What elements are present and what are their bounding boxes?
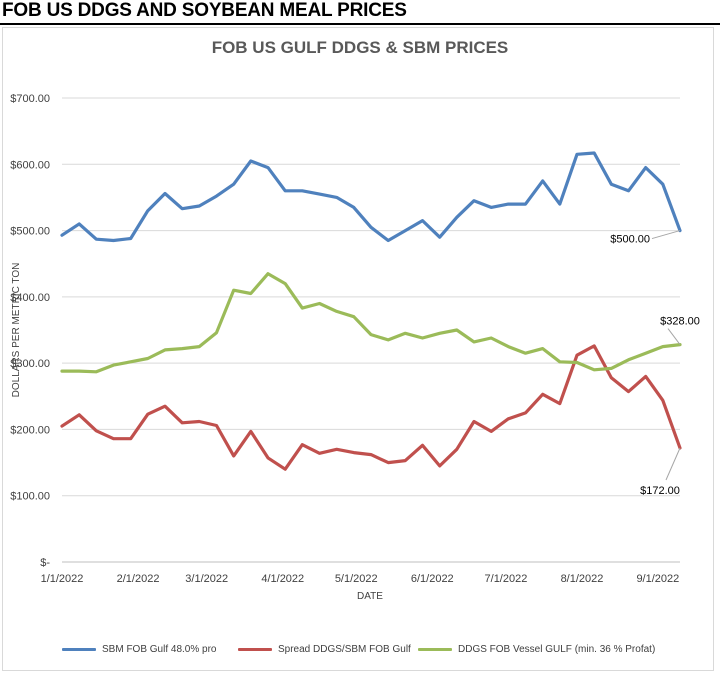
heading-rule bbox=[0, 23, 720, 25]
x-tick-label: 5/1/2022 bbox=[335, 573, 378, 585]
legend-label: Spread DDGS/SBM FOB Gulf bbox=[278, 644, 411, 655]
x-tick-label: 8/1/2022 bbox=[561, 573, 604, 585]
x-tick-label: 9/1/2022 bbox=[636, 573, 679, 585]
y-tick-label: $600.00 bbox=[10, 159, 50, 171]
legend-label: SBM FOB Gulf 48.0% pro bbox=[102, 644, 217, 655]
chart-title: FOB US GULF DDGS & SBM PRICES bbox=[212, 38, 509, 57]
y-tick-label: $300.00 bbox=[10, 358, 50, 370]
y-tick-label: $400.00 bbox=[10, 292, 50, 304]
legend-swatch bbox=[238, 648, 272, 651]
x-tick-label: 1/1/2022 bbox=[41, 573, 84, 585]
x-tick-label: 6/1/2022 bbox=[411, 573, 454, 585]
x-tick-label: 4/1/2022 bbox=[261, 573, 304, 585]
grid-lines bbox=[62, 97, 680, 563]
annotation-leader bbox=[667, 328, 681, 345]
x-axis-title: DATE bbox=[357, 591, 383, 602]
y-tick-label: $700.00 bbox=[10, 93, 50, 105]
y-tick-label: $500.00 bbox=[10, 226, 50, 238]
annotations: $500.00 $328.00 $172.00 bbox=[610, 230, 700, 497]
annotation-label: $328.00 bbox=[660, 316, 700, 328]
legend-item: DDGS FOB Vessel GULF (min. 36 % Profat) bbox=[418, 644, 655, 655]
legend-item: SBM FOB Gulf 48.0% pro bbox=[62, 644, 217, 655]
legend-swatch bbox=[418, 648, 452, 651]
annotation-leader bbox=[665, 447, 681, 481]
legend-label: DDGS FOB Vessel GULF (min. 36 % Profat) bbox=[458, 644, 656, 655]
series-line-1 bbox=[60, 344, 682, 471]
y-tick-label: $- bbox=[40, 557, 50, 569]
y-axis-ticks: $- $100.00 $200.00 $300.00 $400.00 $500.00 $60… bbox=[10, 93, 50, 569]
y-axis-title: DOLLARS PER METRIC TON bbox=[11, 263, 22, 398]
legend-item: Spread DDGS/SBM FOB Gulf bbox=[238, 644, 411, 655]
legend: SBM FOB Gulf 48.0% pro Spread DDGS/SBM FO… bbox=[0, 644, 720, 660]
page-heading: FOB US DDGS AND SOYBEAN MEAL PRICES bbox=[2, 0, 407, 21]
y-tick-label: $200.00 bbox=[10, 424, 50, 436]
annotation-label: $500.00 bbox=[610, 234, 650, 246]
chart-frame bbox=[2, 27, 714, 671]
series-lines bbox=[60, 151, 682, 471]
x-axis-ticks: 1/1/2022 2/1/2022 3/1/2022 4/1/2022 5/1/2022… bbox=[41, 573, 680, 585]
x-tick-label: 3/1/2022 bbox=[185, 573, 228, 585]
series-line-0 bbox=[60, 151, 682, 243]
legend-swatch bbox=[62, 648, 96, 651]
x-tick-label: 7/1/2022 bbox=[485, 573, 528, 585]
series-line-2 bbox=[60, 272, 682, 374]
annotation-leader bbox=[651, 230, 681, 240]
y-tick-label: $100.00 bbox=[10, 491, 50, 503]
x-tick-label: 2/1/2022 bbox=[117, 573, 160, 585]
annotation-label: $172.00 bbox=[640, 485, 680, 497]
